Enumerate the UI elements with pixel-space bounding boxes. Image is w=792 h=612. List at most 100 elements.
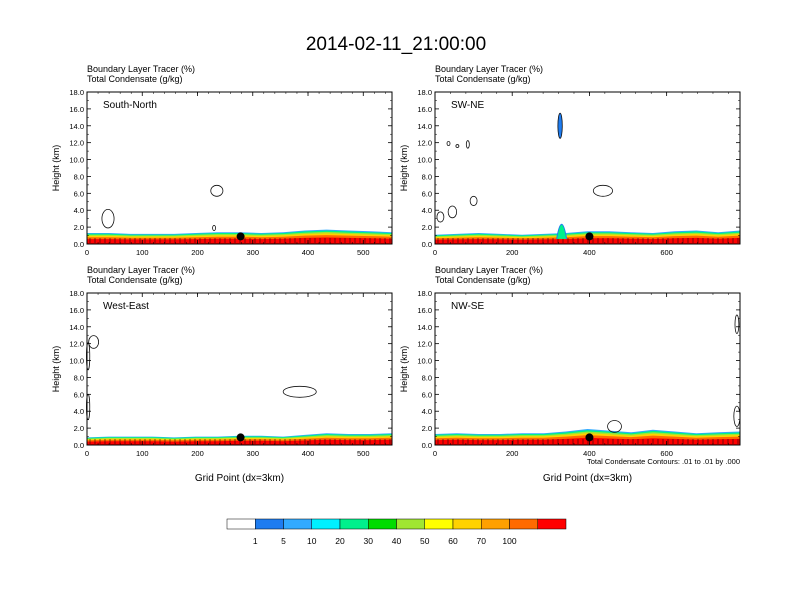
- ytick-label: 18.0: [69, 88, 84, 97]
- cloud-contour: [436, 211, 445, 223]
- xtick-label: 200: [506, 248, 519, 257]
- xtick-label: 500: [357, 248, 370, 257]
- ytick-label: 10.0: [69, 156, 84, 165]
- xtick-label: 200: [191, 449, 204, 458]
- xtick-label: 200: [191, 248, 204, 257]
- ytick-label: 6.0: [74, 390, 84, 399]
- colorbar-swatch: [481, 518, 510, 530]
- surface-condensate-contours: [437, 439, 739, 444]
- ytick-label: 16.0: [417, 105, 432, 114]
- panel-nw-se: Boundary Layer Tracer (%)Total Condensat…: [399, 265, 741, 484]
- ytick-label: 8.0: [422, 373, 432, 382]
- panel-name: South-North: [103, 100, 157, 111]
- y-axis-title: Height (km): [51, 346, 61, 393]
- field-label-tracer: Boundary Layer Tracer (%): [435, 64, 543, 74]
- colorbar-swatch: [226, 518, 256, 530]
- surface-condensate-contours: [437, 238, 739, 243]
- colorbar-swatch: [509, 518, 538, 530]
- cloud-contour: [282, 385, 317, 398]
- colorbar-swatch: [255, 518, 284, 530]
- ytick-label: 6.0: [74, 189, 84, 198]
- figure-title: 2014-02-11_21:00:00: [306, 34, 486, 55]
- colorbar-swatch: [396, 518, 425, 530]
- tracer-band: [87, 237, 392, 244]
- cloud-contour: [592, 184, 613, 197]
- ytick-label: 12.0: [417, 340, 432, 349]
- xtick-label: 0: [85, 248, 89, 257]
- field-label-condensate: Total Condensate (g/kg): [87, 74, 183, 84]
- ytick-label: 16.0: [69, 306, 84, 315]
- colorbar-label: 50: [420, 536, 430, 546]
- field-label-tracer: Boundary Layer Tracer (%): [87, 265, 195, 275]
- xtick-label: 300: [247, 248, 260, 257]
- location-marker: [236, 232, 245, 241]
- panel-sw-ne: Boundary Layer Tracer (%)Total Condensat…: [399, 64, 741, 257]
- ytick-label: 18.0: [69, 289, 84, 298]
- location-marker: [585, 232, 594, 241]
- plot-frame: [86, 91, 393, 245]
- panels-group: Boundary Layer Tracer (%)Total Condensat…: [51, 64, 741, 484]
- panel-name: NW-SE: [451, 301, 484, 312]
- ytick-label: 4.0: [422, 206, 432, 215]
- panel-south-north: Boundary Layer Tracer (%)Total Condensat…: [51, 64, 393, 257]
- xtick-label: 0: [433, 248, 437, 257]
- cloud-contour: [101, 208, 115, 229]
- colorbar: 1 5 10 20 30 40 50 60 70 100: [226, 518, 567, 546]
- xtick-label: 400: [302, 248, 315, 257]
- xtick-label: 0: [433, 449, 437, 458]
- ytick-label: 14.0: [69, 122, 84, 131]
- field-label-condensate: Total Condensate (g/kg): [87, 275, 183, 285]
- cloud-contour: [447, 205, 458, 219]
- ytick-label: 18.0: [417, 88, 432, 97]
- cloud-contour: [733, 405, 741, 427]
- ytick-label: 10.0: [69, 357, 84, 366]
- ytick-label: 8.0: [74, 373, 84, 382]
- colorbar-swatch: [368, 518, 397, 530]
- ytick-label: 14.0: [69, 323, 84, 332]
- cloud-contour: [86, 342, 91, 371]
- y-axis-title: Height (km): [51, 145, 61, 192]
- plot-frame: [434, 91, 741, 245]
- convective-column: [557, 112, 563, 139]
- xtick-label: 100: [136, 449, 149, 458]
- colorbar-swatch: [424, 518, 454, 530]
- xtick-label: 200: [506, 449, 519, 458]
- cloud-contour: [455, 144, 460, 148]
- colorbar-label: 30: [364, 536, 374, 546]
- ytick-label: 12.0: [69, 340, 84, 349]
- tracer-band: [435, 437, 740, 445]
- xtick-label: 600: [660, 248, 673, 257]
- colorbar-swatch: [311, 518, 341, 530]
- colorbar-label: 10: [307, 536, 317, 546]
- xtick-label: 400: [583, 449, 596, 458]
- xtick-label: 400: [302, 449, 315, 458]
- ytick-label: 18.0: [417, 289, 432, 298]
- surface-condensate-contours: [89, 439, 391, 444]
- y-axis-title: Height (km): [399, 145, 409, 192]
- ytick-label: 4.0: [422, 407, 432, 416]
- xtick-label: 300: [247, 449, 260, 458]
- ytick-label: 6.0: [422, 390, 432, 399]
- cloud-contour: [607, 420, 622, 433]
- ytick-label: 0.0: [422, 441, 432, 450]
- colorbar-label: 60: [448, 536, 458, 546]
- panel-name: West-East: [103, 301, 149, 312]
- x-axis-title: Grid Point (dx=3km): [543, 473, 632, 484]
- ytick-label: 16.0: [417, 306, 432, 315]
- plot-frame: [434, 292, 741, 446]
- cloud-contour: [734, 314, 740, 334]
- ytick-label: 16.0: [69, 105, 84, 114]
- colorbar-label: 20: [335, 536, 345, 546]
- xtick-label: 400: [583, 248, 596, 257]
- panel-name: SW-NE: [451, 100, 484, 111]
- ytick-label: 14.0: [417, 122, 432, 131]
- ytick-label: 4.0: [74, 206, 84, 215]
- cloud-contour: [446, 140, 451, 147]
- ytick-label: 4.0: [74, 407, 84, 416]
- ytick-label: 2.0: [422, 424, 432, 433]
- colorbar-label: 100: [502, 536, 516, 546]
- ytick-label: 0.0: [74, 240, 84, 249]
- ytick-label: 0.0: [422, 240, 432, 249]
- colorbar-swatch: [339, 518, 369, 530]
- ytick-label: 10.0: [417, 357, 432, 366]
